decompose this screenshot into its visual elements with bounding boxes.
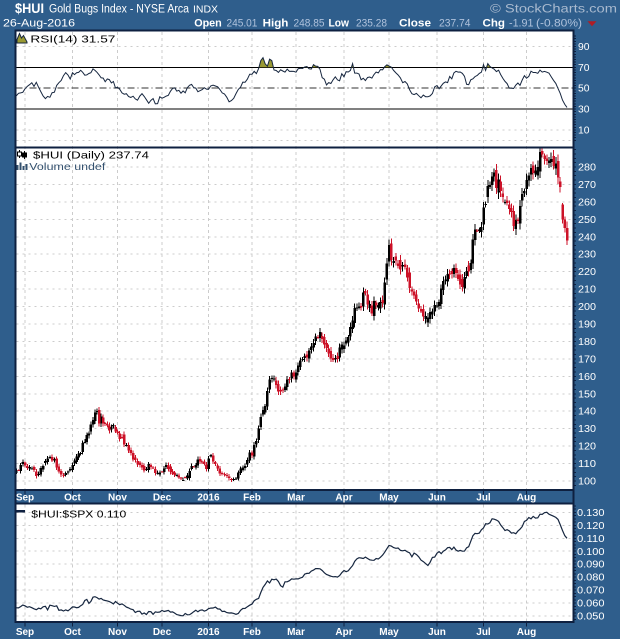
svg-text:130: 130 xyxy=(578,424,596,435)
svg-text:Gold Bugs Index - NYSE Arca: Gold Bugs Index - NYSE Arca xyxy=(49,4,190,16)
svg-text:RSI(14) 31.57: RSI(14) 31.57 xyxy=(30,33,115,45)
svg-text:0.130: 0.130 xyxy=(577,508,605,519)
svg-text:(-0.80%): (-0.80%) xyxy=(536,18,582,30)
svg-text:0.060: 0.060 xyxy=(577,599,605,610)
svg-text:Chg: Chg xyxy=(483,18,506,30)
svg-text:Sep: Sep xyxy=(16,492,34,503)
svg-text:May: May xyxy=(379,492,399,503)
svg-text:0.050: 0.050 xyxy=(577,612,605,623)
svg-text:Jun: Jun xyxy=(428,627,446,638)
svg-text:260: 260 xyxy=(578,197,596,208)
svg-text:200: 200 xyxy=(578,302,596,313)
svg-text:10: 10 xyxy=(578,125,590,136)
svg-text:Dec: Dec xyxy=(153,627,172,638)
svg-text:230: 230 xyxy=(578,250,596,261)
svg-text:220: 220 xyxy=(578,267,596,278)
svg-text:Oct: Oct xyxy=(64,492,81,503)
svg-text:Apr: Apr xyxy=(335,627,352,638)
svg-text:$HUI (Daily) 237.74: $HUI (Daily) 237.74 xyxy=(33,149,149,161)
svg-text:170: 170 xyxy=(578,354,596,365)
svg-text:140: 140 xyxy=(578,407,596,418)
svg-text:150: 150 xyxy=(578,389,596,400)
svg-text:Nov: Nov xyxy=(108,492,127,503)
svg-text:0.090: 0.090 xyxy=(577,560,605,571)
svg-text:0.100: 0.100 xyxy=(577,547,605,558)
svg-text:Jul: Jul xyxy=(476,492,491,503)
svg-text:Volume undef: Volume undef xyxy=(29,162,105,173)
svg-text:0.110: 0.110 xyxy=(577,534,605,545)
svg-text:270: 270 xyxy=(578,180,596,191)
svg-text:2016: 2016 xyxy=(197,492,220,503)
svg-text:180: 180 xyxy=(578,337,596,348)
svg-text:Mar: Mar xyxy=(287,627,305,638)
svg-text:© StockCharts.com: © StockCharts.com xyxy=(490,4,617,16)
svg-text:240: 240 xyxy=(578,232,596,243)
svg-text:High: High xyxy=(263,18,289,30)
svg-text:250: 250 xyxy=(578,215,596,226)
svg-text:190: 190 xyxy=(578,319,596,330)
svg-text:235.28: 235.28 xyxy=(356,18,387,30)
svg-text:210: 210 xyxy=(578,285,596,296)
svg-text:Oct: Oct xyxy=(64,627,81,638)
svg-text:100: 100 xyxy=(578,477,596,488)
svg-text:120: 120 xyxy=(578,442,596,453)
svg-text:26-Aug-2016: 26-Aug-2016 xyxy=(3,18,75,30)
svg-text:Open: Open xyxy=(194,18,222,30)
svg-text:$HUI: $HUI xyxy=(15,1,44,16)
svg-text:Close: Close xyxy=(399,18,431,30)
svg-text:Jul: Jul xyxy=(476,627,491,638)
svg-text:0.070: 0.070 xyxy=(577,586,605,597)
svg-text:110: 110 xyxy=(578,459,596,470)
svg-text:Feb: Feb xyxy=(243,627,261,638)
svg-text:90: 90 xyxy=(578,42,590,53)
svg-text:248.85: 248.85 xyxy=(294,18,325,30)
svg-text:280: 280 xyxy=(578,162,596,173)
svg-text:-1.91: -1.91 xyxy=(509,18,534,30)
svg-text:Apr: Apr xyxy=(335,492,352,503)
svg-text:2016: 2016 xyxy=(197,627,220,638)
svg-text:Aug: Aug xyxy=(517,492,536,503)
svg-text:Nov: Nov xyxy=(108,627,127,638)
svg-text:Jun: Jun xyxy=(428,492,446,503)
svg-text:30: 30 xyxy=(578,105,590,116)
svg-text:Low: Low xyxy=(329,18,350,30)
svg-text:Feb: Feb xyxy=(243,492,261,503)
svg-text:160: 160 xyxy=(578,372,596,383)
svg-text:0.120: 0.120 xyxy=(577,521,605,532)
svg-text:Sep: Sep xyxy=(16,627,34,638)
svg-text:Aug: Aug xyxy=(517,627,536,638)
svg-text:245.01: 245.01 xyxy=(227,18,258,30)
svg-text:May: May xyxy=(379,627,399,638)
svg-text:0.080: 0.080 xyxy=(577,573,605,584)
svg-text:$HUI:$SPX 0.110: $HUI:$SPX 0.110 xyxy=(31,508,126,520)
svg-text:Mar: Mar xyxy=(287,492,305,503)
svg-text:50: 50 xyxy=(578,84,590,95)
svg-text:Dec: Dec xyxy=(153,492,172,503)
svg-text:INDX: INDX xyxy=(193,5,218,16)
svg-text:70: 70 xyxy=(578,63,590,74)
svg-text:237.74: 237.74 xyxy=(439,18,471,30)
